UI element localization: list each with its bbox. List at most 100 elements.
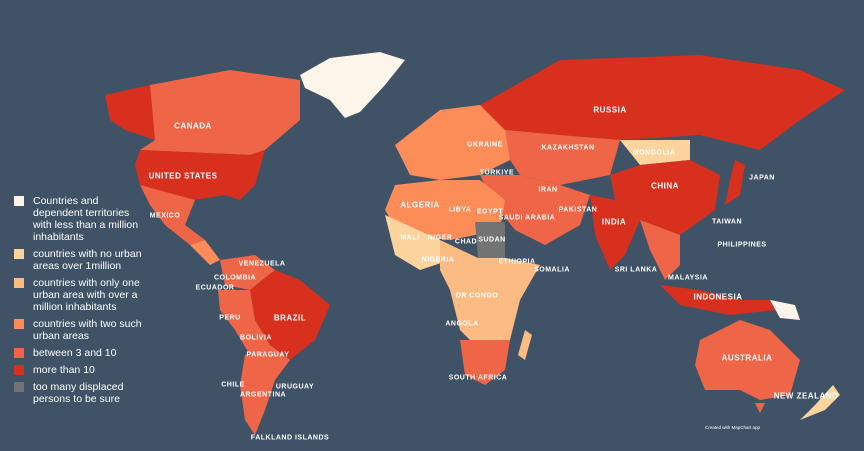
legend-swatch	[14, 348, 24, 358]
region-central-africa[interactable]	[440, 240, 540, 350]
legend-swatch	[14, 196, 24, 206]
legend-item: Countries and dependent territories with…	[12, 195, 142, 243]
legend-item: countries with no urban areas over 1mill…	[12, 248, 142, 272]
country-label: SAUDI ARABIA	[498, 214, 556, 222]
region-brazil[interactable]	[250, 270, 330, 360]
legend: Countries and dependent territories with…	[12, 195, 142, 410]
region-indonesia[interactable]	[660, 285, 775, 315]
legend-item: too many displaced persons to be sure	[12, 381, 142, 405]
country-label: PHILIPPINES	[717, 241, 767, 249]
legend-label: countries with only one urban area with …	[33, 277, 140, 313]
region-argentina-chile[interactable]	[240, 345, 290, 435]
country-label: JAPAN	[749, 174, 775, 182]
region-mexico[interactable]	[140, 185, 205, 245]
country-label: ETHIOPIA	[498, 258, 536, 266]
country-label: SRI LANKA	[614, 266, 658, 274]
region-mongolia[interactable]	[620, 140, 690, 165]
country-label: PAKISTAN	[558, 206, 598, 214]
country-label: COLOMBIA	[213, 274, 257, 282]
country-label: BOLIVIA	[240, 334, 272, 342]
region-peru-bolivia[interactable]	[218, 290, 270, 355]
region-russia[interactable]	[480, 55, 845, 150]
country-label: CANADA	[174, 121, 212, 131]
region-india[interactable]	[590, 195, 640, 270]
country-label: FALKLAND ISLANDS	[250, 434, 330, 442]
region-west-africa[interactable]	[385, 215, 450, 270]
country-label: ARGENTINA	[239, 391, 287, 399]
region-sudan[interactable]	[475, 222, 505, 258]
country-label: BRAZIL	[273, 313, 307, 323]
country-label: PARAGUAY	[246, 351, 290, 359]
legend-item: between 3 and 10	[12, 347, 142, 359]
country-label: NIGERIA	[421, 256, 455, 264]
country-label: ANGOLA	[445, 320, 479, 328]
region-middle-east[interactable]	[480, 175, 590, 245]
country-label: EGYPT	[476, 208, 504, 216]
legend-swatch	[14, 365, 24, 375]
country-label: TAIWAN	[711, 218, 743, 226]
country-label: INDIA	[601, 217, 627, 227]
legend-swatch	[14, 382, 24, 392]
country-label: KAZAKHSTAN	[541, 144, 595, 152]
legend-swatch	[14, 278, 24, 288]
country-label: INDONESIA	[693, 292, 743, 302]
country-label: DR CONGO	[455, 292, 499, 300]
country-label: VENEZUELA	[238, 260, 286, 268]
country-label: UKRAINE	[467, 141, 503, 149]
region-japan[interactable]	[725, 160, 745, 205]
legend-item: more than 10	[12, 364, 142, 376]
country-label: TÜRKIYE	[479, 169, 515, 177]
country-label: CHINA	[651, 181, 679, 191]
region-new-zealand[interactable]	[800, 385, 840, 420]
region-southern-africa[interactable]	[460, 340, 510, 385]
region-alaska[interactable]	[105, 85, 155, 140]
region-usa[interactable]	[135, 150, 265, 200]
country-label: URUGUAY	[275, 383, 315, 391]
region-europe[interactable]	[395, 105, 510, 180]
legend-swatch	[14, 319, 24, 329]
credit-text: Created with MapChart app	[705, 425, 761, 430]
country-label: NIGER	[427, 234, 453, 242]
country-label: MALAYSIA	[668, 274, 708, 282]
land-masses	[105, 52, 845, 435]
legend-label: more than 10	[33, 364, 95, 376]
country-label: CHILE	[221, 381, 245, 389]
legend-item: countries with only one urban area with …	[12, 277, 142, 313]
region-tasmania[interactable]	[755, 403, 765, 413]
region-greenland[interactable]	[300, 52, 405, 118]
country-label: ALGERIA	[400, 200, 440, 210]
country-label: AUSTRALIA	[721, 353, 773, 363]
country-label: CHAD	[454, 238, 478, 246]
legend-label: countries with no urban areas over 1mill…	[33, 248, 142, 272]
region-central-asia[interactable]	[505, 130, 620, 185]
region-north-africa[interactable]	[385, 180, 505, 240]
legend-label: Countries and dependent territories with…	[33, 195, 139, 243]
country-label: PERU	[219, 314, 241, 322]
country-label: SOUTH AFRICA	[448, 374, 508, 382]
region-colombia-venezuela[interactable]	[220, 255, 275, 290]
country-label: MONGOLIA	[632, 149, 676, 157]
country-label: IRAN	[538, 186, 558, 194]
legend-label: countries with two such urban areas	[33, 318, 142, 342]
legend-item: countries with two such urban areas	[12, 318, 142, 342]
country-label: UNITED STATES	[148, 171, 218, 181]
country-label: MEXICO	[149, 212, 181, 220]
region-southeast-asia[interactable]	[640, 220, 680, 280]
region-central-america[interactable]	[190, 240, 220, 265]
country-label: SOMALIA	[534, 266, 570, 274]
region-china[interactable]	[610, 160, 720, 235]
country-label: RUSSIA	[593, 105, 627, 115]
region-madagascar[interactable]	[518, 330, 532, 360]
country-label: SUDAN	[478, 236, 506, 244]
legend-swatch	[14, 249, 24, 259]
region-australia[interactable]	[695, 320, 800, 400]
legend-label: too many displaced persons to be sure	[33, 381, 124, 405]
region-png[interactable]	[770, 300, 800, 320]
country-label: ECUADOR	[195, 284, 235, 292]
legend-label: between 3 and 10	[33, 347, 117, 359]
region-canada[interactable]	[140, 70, 300, 155]
country-label: MALI	[400, 234, 420, 242]
country-label: NEW ZEALAND	[773, 391, 839, 401]
country-label: LIBYA	[448, 206, 472, 214]
